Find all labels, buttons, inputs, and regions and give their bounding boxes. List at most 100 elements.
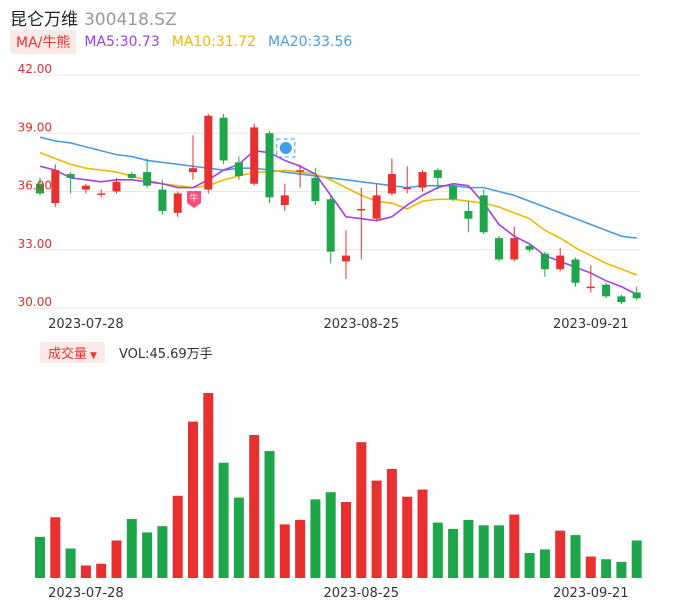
ma20-label: MA20:33.56 [268,34,353,50]
caret-down-icon: ▼ [90,350,97,361]
candle-body [97,193,106,195]
volume-value: VOL:45.69万手 [118,346,213,362]
candle-body [556,255,565,270]
candle-body [311,177,320,202]
volume-legend: 成交量 ▼ VOL:45.69万手 [40,341,213,363]
volume-selector-button[interactable]: 成交量 ▼ [40,341,105,363]
volume-date-tick-label: 2023-08-25 [324,586,400,601]
candle-body [219,117,228,161]
volume-bar [96,563,107,578]
volume-bar [402,496,413,578]
candle-body [372,195,381,219]
date-tick-label: 2023-08-25 [324,317,400,332]
candle-body [342,255,350,262]
signal-marker-frame [276,138,296,158]
ma20-line [39,136,637,239]
ma10-line [39,151,637,276]
price-tick-label: 39.00 [18,120,52,134]
stock-title: 昆仑万维 300418.SZ [10,5,177,30]
candle-body [143,172,152,186]
price-grid [33,74,640,309]
volume-bar [356,442,367,578]
ma-lines [39,136,638,296]
volume-bar [616,561,627,578]
price-tick-label: 33.00 [18,237,52,251]
candle-body [112,181,121,192]
volume-bar [585,556,596,578]
candle-body [418,172,427,188]
volume-bar [218,462,229,578]
volume-bar [35,536,45,578]
candle-body [127,174,136,178]
volume-bar [295,519,306,578]
candle-body [173,193,182,213]
price-tick-label: 30.00 [18,295,52,309]
candle-body [602,284,611,297]
candle-body [158,189,167,211]
candle-body [51,170,60,204]
candle-body [36,183,44,194]
volume-bar [310,499,321,578]
candle-body [433,170,442,178]
candlesticks [36,113,641,305]
candle-body [234,162,243,176]
volume-bar [463,519,474,578]
volume-bar [249,435,260,578]
volume-bar [157,526,168,578]
candle-body [296,170,305,172]
candle-body [479,195,488,233]
volume-bar [570,535,581,578]
candle-body [280,195,289,206]
candle-body [571,259,580,283]
volume-bar [50,517,61,578]
volume-bar [111,540,122,578]
volume-bar [203,393,214,578]
candle-body [510,238,519,260]
candle-body [617,296,626,303]
volume-bar [509,514,520,578]
ma-legend: MA/牛熊 MA5:30.73 MA10:31.72 MA20:33.56 [10,30,364,54]
ma5-label: MA5:30.73 [84,34,160,50]
volume-bar [126,519,137,578]
candle-body [632,292,641,299]
stock-code: 300418.SZ [84,10,177,30]
volume-bar [233,497,244,578]
candle-body [525,245,534,250]
ma5-line [39,149,638,296]
volume-bar [417,489,428,578]
chart-markers: 牛 [187,138,296,208]
volume-bar [524,552,535,578]
candle-body [204,115,213,190]
candle-body [265,133,274,198]
candle-body [387,174,396,194]
volume-bar [172,495,183,578]
volume-bar [80,565,91,578]
date-tick-label: 2023-09-21 [553,317,629,332]
ma10-label: MA10:31.72 [171,34,257,50]
volume-bar [631,540,642,578]
date-tick-label: 2023-07-28 [48,317,124,332]
candle-body [66,174,75,178]
volume-bar [325,492,336,578]
candle-body [540,253,549,270]
volume-selector-label: 成交量 [48,346,88,362]
volume-bar [601,559,612,578]
ma-selector-button[interactable]: MA/牛熊 [10,30,77,54]
volume-bar [341,502,351,578]
candle-body [403,187,412,190]
candle-body [449,185,458,200]
volume-bar [386,468,397,578]
volume-bars [35,393,642,578]
volume-bar [555,530,566,578]
price-axis: 42.00 39.00 36.00 33.00 30.00 [18,62,52,309]
bull-marker-icon [187,191,201,208]
volume-bar [494,525,504,578]
volume-bar [264,451,275,578]
stock-name: 昆仑万维 [10,10,78,30]
volume-bar [279,524,290,578]
volume-bar [371,480,382,578]
volume-date-tick-label: 2023-07-28 [48,586,124,601]
candle-body [189,168,197,173]
volume-date-tick-label: 2023-09-21 [553,586,629,601]
